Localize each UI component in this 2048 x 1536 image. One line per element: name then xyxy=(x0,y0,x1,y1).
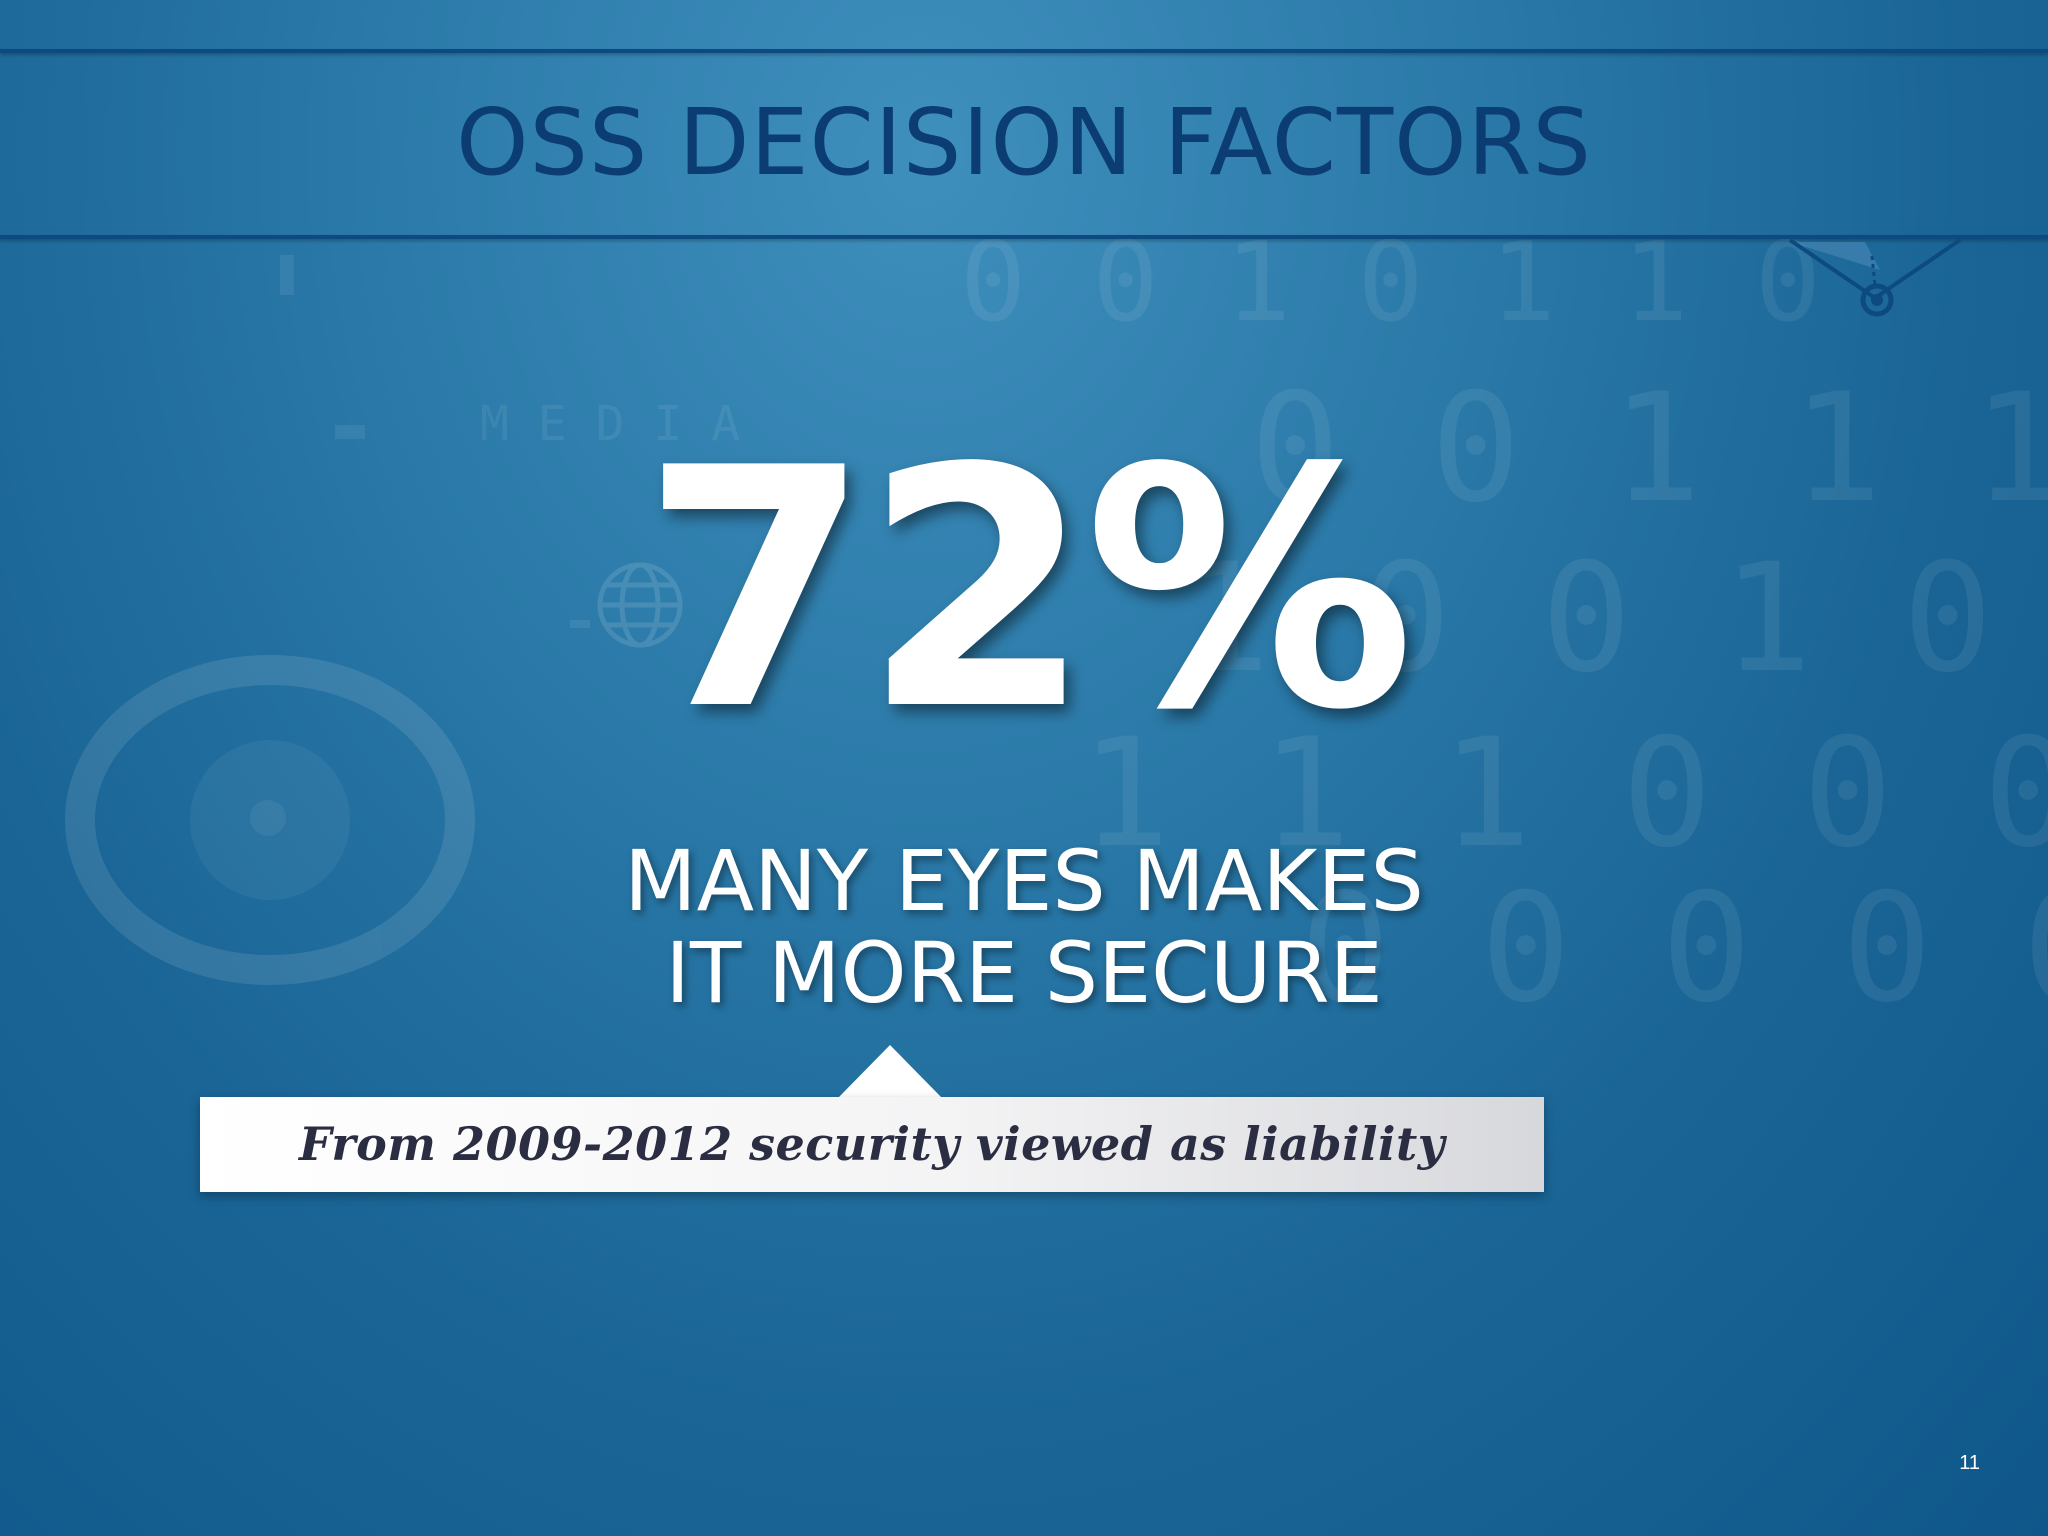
statistic-caption: MANY EYES MAKES IT MORE SECURE xyxy=(0,835,2048,1019)
svg-text:0 0 0 0 0 1 1 0: 0 0 0 0 0 1 1 0 xyxy=(1300,862,2048,1036)
globe-icon xyxy=(597,562,683,648)
header-rule-bottom xyxy=(0,235,2048,239)
slide-title: OSS DECISION FACTORS xyxy=(456,89,1592,196)
svg-text:1 1 1 0 0 0 1 0 1 0 1 1 0: 1 1 1 0 0 0 1 0 1 0 1 1 0 xyxy=(1080,707,2048,881)
svg-text:M E D I A: M E D I A xyxy=(480,396,740,452)
callout-text: From 2009-2012 security viewed as liabil… xyxy=(299,1117,1445,1171)
svg-text:0 0 1 0 1 1 0: 0 0 1 0 1 1 0 xyxy=(960,218,1821,346)
svg-text:1 0 0 1 0 1 0 1 0 0 0: 1 0 0 1 0 1 0 1 0 0 0 xyxy=(1180,532,2048,706)
eye-icon xyxy=(65,655,475,985)
caption-line-1: MANY EYES MAKES xyxy=(624,832,1424,930)
header-rule-top xyxy=(0,49,2048,53)
caption-line-2: IT MORE SECURE xyxy=(665,924,1383,1022)
target-pin-icon xyxy=(1788,238,1962,317)
statistic-value: 72% xyxy=(641,398,1415,782)
svg-text:0 0 1 1 1 1 0 0 0 0 1: 0 0 1 1 1 1 0 0 0 0 1 xyxy=(1250,362,2048,536)
callout-pointer xyxy=(838,1045,942,1098)
page-number: 11 xyxy=(1959,1452,1980,1474)
callout-box: From 2009-2012 security viewed as liabil… xyxy=(200,1097,1544,1192)
